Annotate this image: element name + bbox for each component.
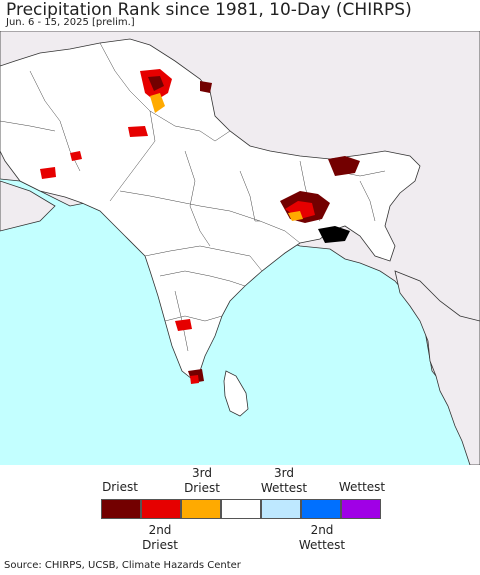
sri-lanka-land xyxy=(223,370,249,417)
legend-label-3rd-driest: 3rd Driest xyxy=(184,466,220,495)
source-credit: Source: CHIRPS, UCSB, Climate Hazards Ce… xyxy=(4,560,241,571)
legend-swatch-normal xyxy=(221,499,261,519)
arabia-land xyxy=(0,180,56,232)
legend-swatch-3rd-wettest xyxy=(261,499,301,519)
legend-swatch-2nd-wettest xyxy=(301,499,341,519)
legend: Driest 3rd Driest 3rd Wettest Wettest 2n… xyxy=(0,466,480,555)
southeast-asia-land xyxy=(394,270,480,465)
south-asia-land xyxy=(0,38,421,380)
legend-label-driest: Driest xyxy=(102,480,138,494)
legend-swatch-3rd-driest xyxy=(181,499,221,519)
legend-swatch-driest xyxy=(101,499,141,519)
legend-label-2nd-driest: 2nd Driest xyxy=(142,523,178,552)
legend-swatch-wettest xyxy=(341,499,381,519)
precipitation-patches xyxy=(40,69,360,384)
legend-label-wettest: Wettest xyxy=(338,480,386,494)
legend-swatch-2nd-driest xyxy=(141,499,181,519)
precipitation-rank-map xyxy=(0,31,480,465)
map-subtitle: Jun. 6 - 15, 2025 [prelim.] xyxy=(6,17,135,28)
map-title: Precipitation Rank since 1981, 10-Day (C… xyxy=(6,0,412,20)
legend-label-3rd-wettest: 3rd Wettest xyxy=(260,466,308,495)
legend-label-2nd-wettest: 2nd Wettest xyxy=(298,523,346,552)
